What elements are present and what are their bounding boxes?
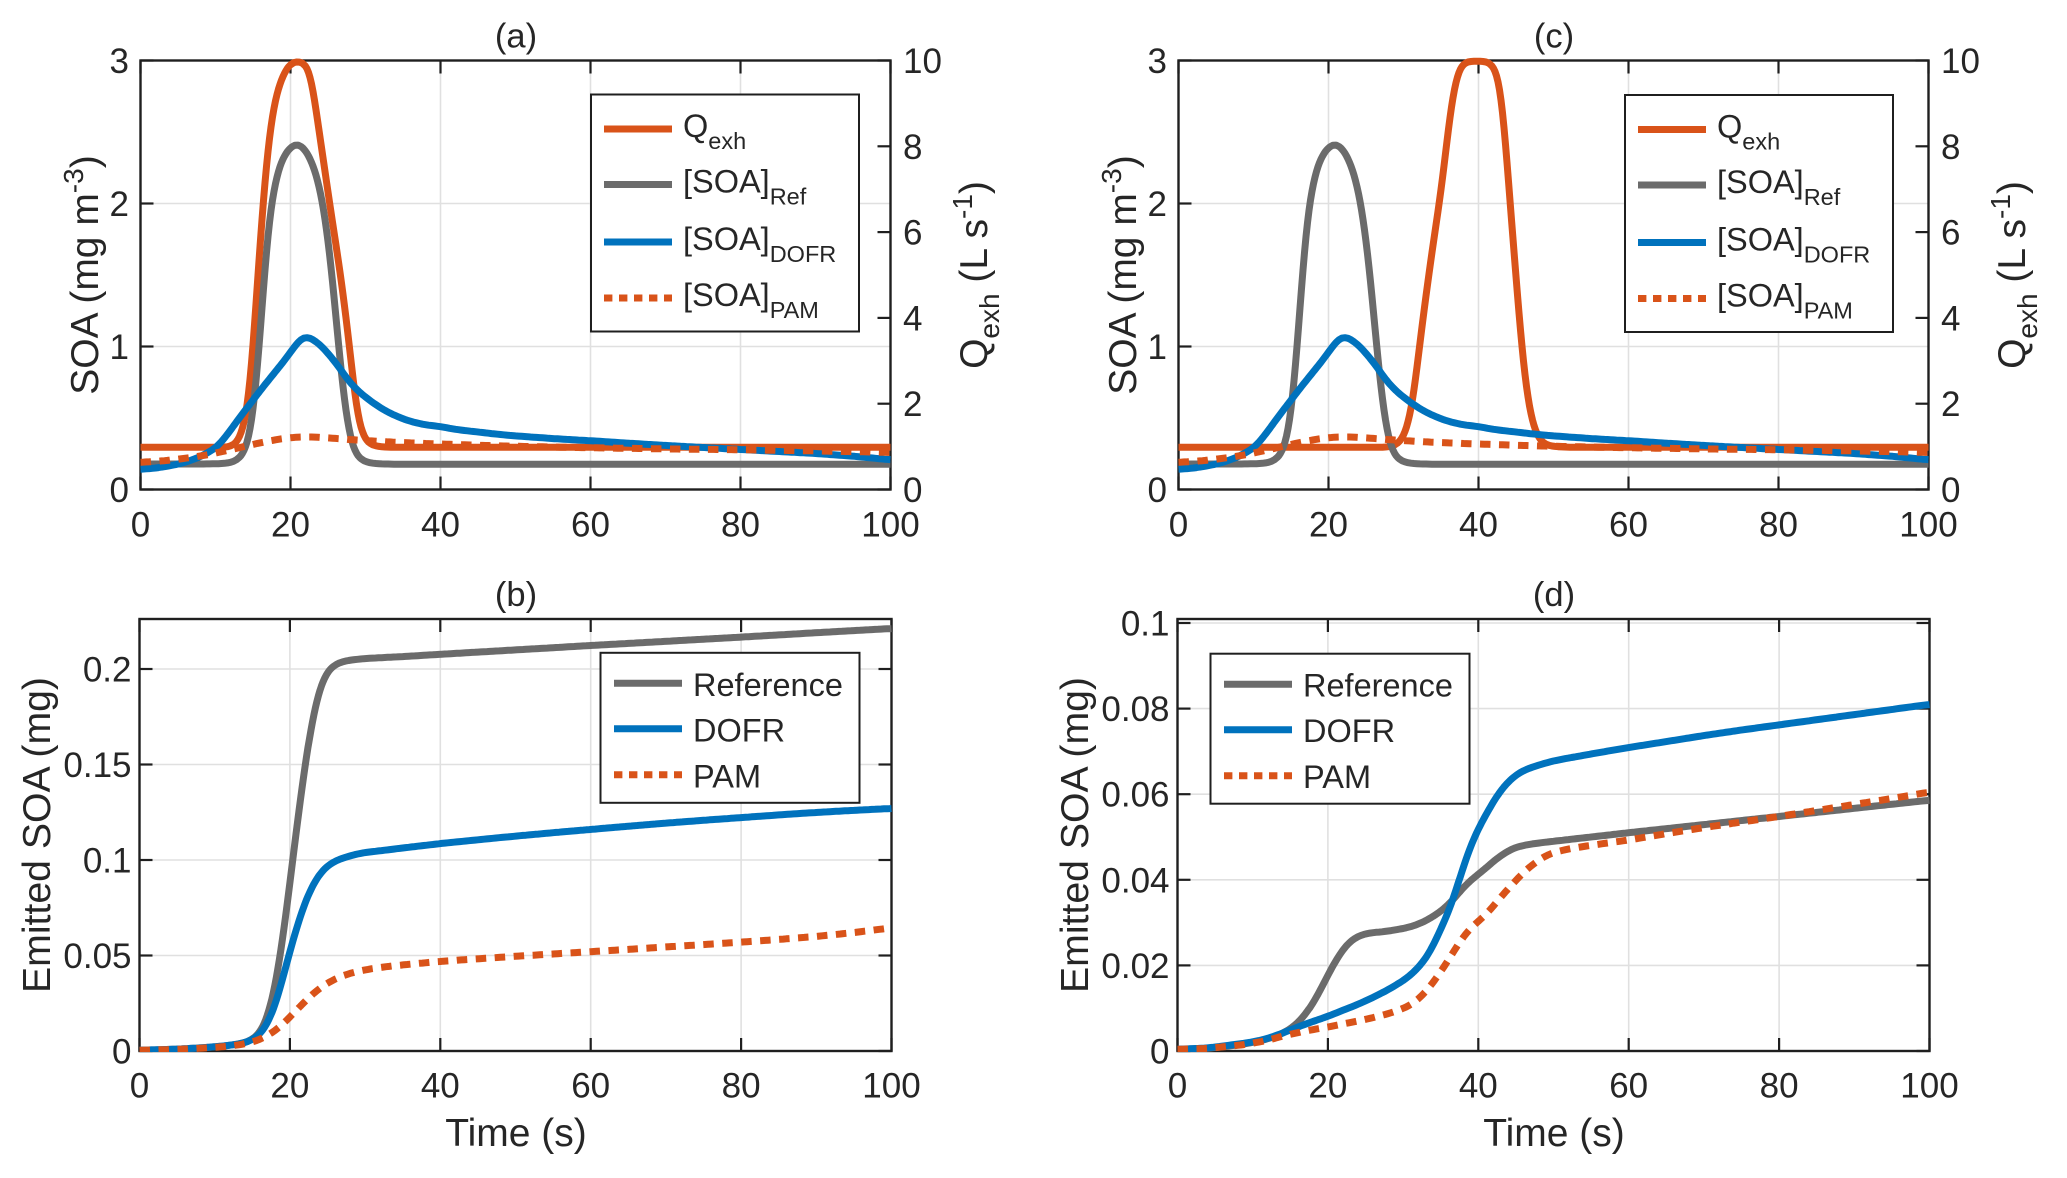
svg-text:1: 1 xyxy=(1148,328,1167,367)
svg-text:0: 0 xyxy=(131,505,150,544)
svg-text:8: 8 xyxy=(1941,128,1960,167)
svg-text:4: 4 xyxy=(1941,299,1960,338)
svg-text:40: 40 xyxy=(421,1067,460,1106)
svg-text:(a): (a) xyxy=(495,18,537,56)
svg-text:SOA (mg m-3): SOA (mg m-3) xyxy=(1096,155,1145,394)
svg-text:2: 2 xyxy=(903,385,922,424)
svg-text:2: 2 xyxy=(1941,385,1960,424)
svg-text:(b): (b) xyxy=(495,576,537,614)
svg-text:(d): (d) xyxy=(1533,576,1575,614)
svg-text:DOFR: DOFR xyxy=(693,712,785,748)
svg-text:4: 4 xyxy=(903,299,922,338)
svg-text:Time (s): Time (s) xyxy=(445,1112,587,1155)
svg-text:DOFR: DOFR xyxy=(1303,713,1395,749)
svg-text:60: 60 xyxy=(571,1067,610,1106)
svg-text:40: 40 xyxy=(421,505,460,544)
svg-text:0: 0 xyxy=(112,1033,131,1072)
svg-text:0: 0 xyxy=(1941,471,1960,510)
svg-text:100: 100 xyxy=(862,1067,920,1106)
svg-text:10: 10 xyxy=(903,42,942,81)
svg-text:SOA (mg m-3): SOA (mg m-3) xyxy=(58,155,107,394)
svg-text:0.08: 0.08 xyxy=(1101,690,1169,729)
svg-text:80: 80 xyxy=(721,505,760,544)
svg-text:1: 1 xyxy=(110,328,129,367)
svg-text:60: 60 xyxy=(1609,1067,1648,1106)
svg-text:0: 0 xyxy=(1169,505,1188,544)
svg-text:80: 80 xyxy=(1760,1067,1799,1106)
svg-text:80: 80 xyxy=(722,1067,761,1106)
svg-text:20: 20 xyxy=(270,1067,309,1106)
svg-text:0.04: 0.04 xyxy=(1101,861,1169,900)
svg-text:Emitted SOA (mg): Emitted SOA (mg) xyxy=(1054,677,1097,993)
svg-text:0.15: 0.15 xyxy=(63,746,131,785)
svg-text:Reference: Reference xyxy=(1303,668,1453,704)
svg-text:20: 20 xyxy=(271,505,310,544)
svg-text:0: 0 xyxy=(1150,1033,1169,1072)
svg-text:100: 100 xyxy=(861,505,919,544)
svg-text:40: 40 xyxy=(1459,505,1498,544)
svg-text:6: 6 xyxy=(1941,214,1960,253)
svg-text:0: 0 xyxy=(130,1067,149,1106)
svg-text:0: 0 xyxy=(110,471,129,510)
svg-text:10: 10 xyxy=(1941,42,1980,81)
svg-text:40: 40 xyxy=(1459,1067,1498,1106)
svg-text:20: 20 xyxy=(1309,505,1348,544)
svg-text:Time (s): Time (s) xyxy=(1483,1112,1625,1155)
svg-text:3: 3 xyxy=(110,42,129,81)
svg-text:0.02: 0.02 xyxy=(1101,947,1169,986)
svg-text:0.1: 0.1 xyxy=(83,842,132,881)
svg-text:0.1: 0.1 xyxy=(1121,605,1170,644)
svg-text:100: 100 xyxy=(1900,1067,1958,1106)
svg-text:Emitted SOA (mg): Emitted SOA (mg) xyxy=(16,677,59,993)
svg-text:6: 6 xyxy=(903,214,922,253)
svg-text:8: 8 xyxy=(903,128,922,167)
svg-text:0: 0 xyxy=(1148,471,1167,510)
svg-text:80: 80 xyxy=(1759,505,1798,544)
svg-text:PAM: PAM xyxy=(1303,759,1371,795)
svg-text:0: 0 xyxy=(903,471,922,510)
svg-text:0.06: 0.06 xyxy=(1101,776,1169,815)
svg-text:0.2: 0.2 xyxy=(83,651,132,690)
svg-text:PAM: PAM xyxy=(693,758,761,794)
svg-text:2: 2 xyxy=(110,185,129,224)
svg-text:60: 60 xyxy=(571,505,610,544)
svg-text:2: 2 xyxy=(1148,185,1167,224)
svg-text:0: 0 xyxy=(1168,1067,1187,1106)
svg-text:100: 100 xyxy=(1899,505,1957,544)
svg-text:Reference: Reference xyxy=(693,667,843,703)
svg-text:20: 20 xyxy=(1308,1067,1347,1106)
svg-text:0.05: 0.05 xyxy=(63,937,131,976)
svg-text:60: 60 xyxy=(1609,505,1648,544)
svg-text:3: 3 xyxy=(1148,42,1167,81)
svg-text:(c): (c) xyxy=(1534,18,1574,56)
